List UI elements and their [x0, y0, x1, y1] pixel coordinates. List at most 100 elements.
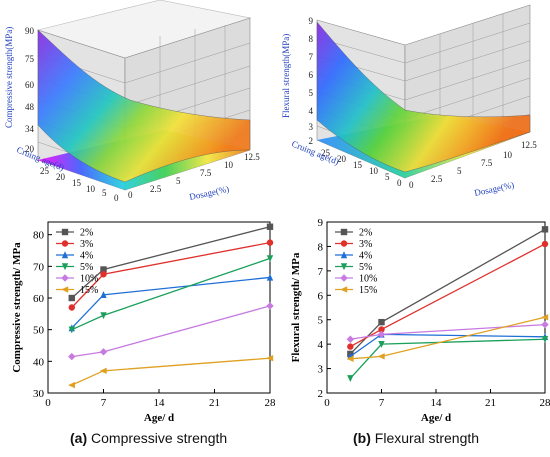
z-tick: 90	[25, 26, 35, 36]
data-point	[100, 312, 107, 320]
z-tick: 60	[25, 80, 35, 90]
x-tick-label: 7	[101, 397, 107, 409]
plot-area: 0 7 14 21 28 2 3 4 5 6 7 8 9 2%3%4%5%10%15%	[318, 217, 550, 409]
caption-b: (b) Flexural strength	[353, 430, 479, 446]
y-tick-label: 9	[318, 217, 324, 229]
legend-marker	[340, 274, 348, 282]
dose-tick: 0	[128, 190, 133, 200]
plot-area: 0 7 14 21 28 30 40 50 60 70 80 2%3%4%5%10%15%	[33, 221, 276, 409]
z-tick: 3	[309, 122, 314, 132]
z-axis-label: Flexural strength(MPa)	[281, 34, 291, 118]
dose-axis-label: Dosage(%)	[473, 180, 515, 198]
legend-label: 4%	[80, 251, 93, 262]
z-tick: 2	[309, 136, 314, 146]
caption-tag: (a)	[70, 430, 88, 446]
z-tick: 75	[25, 54, 35, 64]
data-point	[378, 340, 385, 348]
z-tick: 4	[309, 106, 314, 116]
age-tick: 10	[86, 184, 96, 194]
data-point	[347, 343, 354, 350]
data-point	[100, 291, 107, 299]
x-axis-label: Age/ d	[144, 412, 174, 424]
age-tick: 0	[397, 178, 402, 188]
data-point	[266, 223, 274, 230]
dose-tick: 0	[409, 180, 414, 190]
x-tick-label: 14	[154, 397, 166, 409]
z-tick: 20	[25, 144, 35, 154]
legend-label: 3%	[80, 239, 93, 250]
series-line	[71, 276, 271, 329]
line-chart-compressive: 0 7 14 21 28 30 40 50 60 70 80 2%3%4%5%10%15% Compr…	[11, 221, 276, 424]
data-point	[68, 304, 75, 311]
z-tick: 6	[309, 70, 314, 80]
legend-marker	[340, 286, 348, 293]
data-point	[266, 354, 274, 362]
y-tick-label: 4	[318, 339, 324, 351]
series-line	[349, 338, 546, 379]
legend-marker	[61, 240, 69, 247]
y-tick-label: 60	[33, 293, 45, 305]
data-point	[99, 367, 107, 375]
y-tick-label: 70	[33, 261, 45, 273]
surface-plot-flexural: 9 8 7 6 5 4 3 2 Flexural strength(MPa) 2…	[281, 4, 537, 198]
age-tick: 20	[337, 154, 347, 164]
legend-label: 15%	[359, 285, 377, 296]
caption-text: Flexural strength	[374, 430, 480, 446]
z-tick: 8	[309, 34, 314, 44]
x-tick-label: 14	[431, 397, 443, 409]
dose-tick: 10	[224, 160, 234, 170]
data-point	[378, 326, 385, 333]
data-point	[99, 348, 108, 356]
data-point	[346, 335, 355, 343]
age-tick: 25	[40, 166, 50, 176]
legend-marker	[61, 251, 69, 259]
z-tick: 34	[25, 124, 35, 134]
caption-tag: (b)	[353, 430, 371, 446]
data-point	[68, 352, 76, 361]
legend-label: 2%	[80, 228, 93, 239]
data-point	[541, 320, 549, 329]
data-point	[541, 226, 549, 233]
y-tick-label: 50	[33, 325, 45, 337]
z-tick: 9	[309, 16, 314, 26]
z-tick: 48	[25, 102, 35, 112]
data-point	[266, 239, 274, 246]
x-tick-label: 28	[540, 397, 550, 409]
age-tick: 15	[72, 178, 82, 188]
legend-marker	[61, 263, 69, 271]
data-point	[266, 255, 274, 263]
data-point	[541, 314, 549, 321]
legend-marker	[61, 286, 69, 293]
surface-plot-compressive: 90 75 60 48 34 20 Compressive strength(M…	[4, 0, 260, 203]
data-point	[377, 353, 385, 360]
line-chart-flexural: 0 7 14 21 28 2 3 4 5 6 7 8 9 2%3%4%5%10%15% Flexural …	[290, 217, 550, 424]
data-point	[347, 375, 354, 383]
legend-label: 5%	[80, 262, 93, 273]
x-tick-label: 21	[485, 397, 496, 409]
legend-marker	[340, 251, 348, 259]
legend-label: 10%	[80, 274, 98, 285]
x-tick-label: 28	[265, 397, 276, 409]
y-tick-label: 3	[318, 364, 324, 376]
x-tick-label: 21	[209, 397, 220, 409]
y-axis-label: Flexural strength/ MPa	[290, 252, 302, 362]
dose-tick: 2.5	[150, 184, 162, 194]
dose-tick: 12.5	[521, 140, 537, 150]
age-tick: 0	[114, 193, 119, 203]
dose-tick: 2.5	[431, 174, 443, 184]
caption-text: Compressive strength	[91, 430, 228, 446]
age-tick: 15	[353, 160, 363, 170]
data-point	[68, 381, 75, 389]
y-tick-label: 2	[318, 388, 324, 400]
x-tick-label: 0	[45, 397, 51, 409]
age-tick: 25	[321, 148, 331, 158]
data-point	[541, 240, 549, 248]
dose-tick: 7.5	[481, 158, 493, 168]
legend-marker	[340, 240, 348, 247]
data-point	[266, 273, 274, 281]
y-tick-label: 40	[33, 356, 45, 368]
legend-label: 3%	[359, 239, 372, 250]
y-tick-label: 6	[318, 290, 324, 302]
legend-label: 5%	[359, 262, 372, 273]
data-point	[266, 302, 274, 310]
